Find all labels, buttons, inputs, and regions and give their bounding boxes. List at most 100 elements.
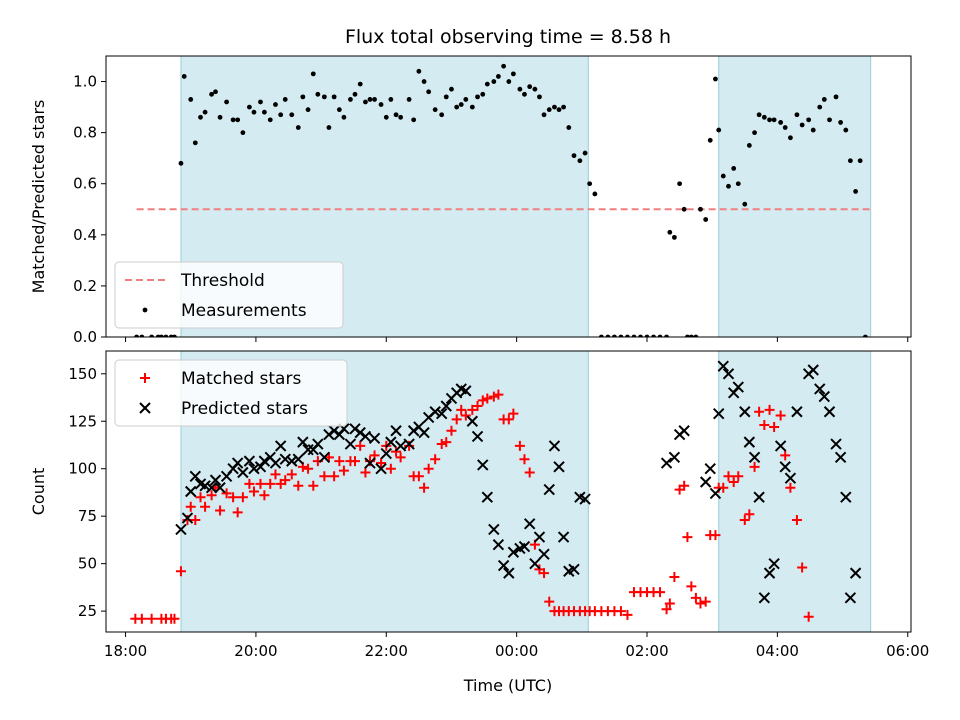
data-point	[767, 117, 772, 123]
panel-bottom: 18:00 20:00 22:00 00:00 02:00 04:00 06:00 25 50 7…	[29, 350, 929, 660]
data-point	[739, 514, 750, 525]
data-point	[733, 471, 744, 482]
data-point	[418, 426, 430, 439]
data-point	[492, 538, 505, 551]
data-point	[255, 478, 266, 489]
y-axis-label: Matched/Predicted stars	[29, 100, 48, 294]
data-point	[439, 112, 445, 118]
data-point	[678, 425, 690, 437]
data-point	[735, 181, 741, 187]
data-point	[840, 491, 852, 503]
data-point	[460, 385, 472, 397]
data-point	[270, 469, 281, 480]
data-point	[469, 104, 475, 110]
data-point	[493, 389, 504, 400]
data-point	[746, 143, 752, 148]
data-point	[784, 472, 797, 484]
data-point	[181, 512, 194, 524]
data-point	[139, 334, 145, 337]
data-point	[803, 611, 814, 622]
x-tick-label: 02:00	[625, 642, 668, 660]
data-point	[615, 606, 626, 617]
y-tick-label: 75	[78, 507, 97, 525]
legend-box	[114, 261, 344, 329]
data-point	[443, 94, 449, 100]
x-tick-label: 20:00	[234, 642, 277, 660]
data-point	[421, 79, 427, 84]
data-point	[791, 406, 803, 418]
data-point	[847, 158, 853, 164]
data-point	[507, 546, 520, 558]
data-point	[524, 467, 535, 478]
data-point	[391, 446, 402, 457]
data-point	[230, 117, 236, 123]
data-point	[344, 438, 357, 450]
data-point	[537, 94, 542, 100]
data-point	[472, 401, 483, 412]
data-point	[376, 458, 387, 469]
data-point	[557, 531, 570, 543]
data-point	[209, 91, 214, 97]
data-point	[213, 89, 218, 95]
data-point	[720, 173, 726, 179]
data-point	[404, 440, 415, 451]
y-tick-label: 0.4	[73, 226, 97, 244]
data-point	[756, 112, 762, 118]
data-point	[375, 463, 387, 475]
data-point	[372, 97, 377, 102]
data-point	[843, 127, 849, 133]
data-point	[323, 428, 335, 441]
y-tick-label: 100	[68, 460, 97, 478]
y-tick-label: 150	[68, 365, 97, 383]
data-point	[209, 474, 222, 486]
data-point	[655, 587, 666, 598]
data-point	[149, 334, 155, 337]
data-point	[695, 598, 706, 609]
data-point	[713, 76, 718, 82]
data-point	[426, 89, 432, 95]
data-point	[163, 334, 169, 337]
data-point	[237, 466, 249, 479]
data-point	[247, 104, 252, 110]
data-point	[269, 457, 282, 469]
data-point	[406, 97, 412, 102]
data-point	[823, 406, 836, 418]
data-point	[419, 482, 430, 493]
data-point	[477, 395, 488, 406]
data-point	[699, 476, 712, 488]
data-point	[436, 439, 447, 450]
data-point	[533, 531, 546, 543]
data-point	[779, 461, 791, 473]
data-point	[495, 74, 501, 79]
data-point	[833, 94, 839, 100]
data-point	[231, 457, 244, 469]
data-point	[205, 481, 218, 494]
data-point	[838, 120, 844, 125]
data-point	[710, 530, 721, 541]
data-point	[352, 91, 358, 97]
data-point	[429, 406, 441, 418]
data-point	[782, 125, 788, 130]
data-point	[456, 404, 467, 415]
y-tick-label: 125	[68, 412, 97, 430]
data-point	[329, 471, 340, 482]
data-point	[178, 160, 184, 166]
data-point	[541, 112, 547, 118]
data-point	[435, 407, 448, 420]
data-point	[482, 393, 493, 404]
data-point	[286, 455, 298, 467]
data-point	[806, 117, 812, 123]
data-point	[788, 135, 793, 141]
data-point	[308, 480, 319, 491]
legend-label: Threshold	[180, 271, 265, 291]
data-point	[395, 452, 406, 463]
data-point	[704, 463, 716, 475]
data-point	[799, 122, 805, 128]
data-point	[243, 455, 256, 467]
data-point	[849, 567, 862, 579]
data-point	[768, 557, 780, 570]
data-point	[202, 109, 208, 115]
data-point	[477, 459, 489, 471]
data-point	[488, 523, 500, 536]
data-point	[488, 391, 499, 402]
